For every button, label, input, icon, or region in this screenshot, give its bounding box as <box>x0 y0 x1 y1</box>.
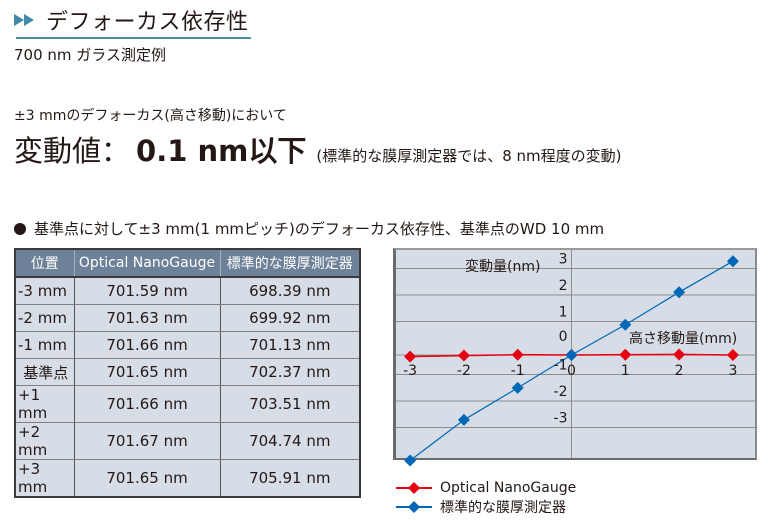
diamond-marker-icon <box>673 348 686 361</box>
x-tick-label: 0 <box>567 363 576 379</box>
table-row: +1 mm 701.66 nm 703.51 nm <box>15 385 361 423</box>
section-heading: 基準点に対して±3 mm(1 mmピッチ)のデフォーカス依存性、基準点のWD 1… <box>14 218 604 239</box>
cell-position: -2 mm <box>15 304 75 332</box>
cell-standard: 702.37 nm <box>220 358 361 386</box>
y-tick-label: 0 <box>559 329 568 345</box>
cell-standard: 704.74 nm <box>220 422 361 460</box>
legend-label: 標準的な膜厚測定器 <box>440 499 566 516</box>
y-tick-label: -3 <box>554 411 568 427</box>
chart-legend: Optical NanoGauge 標準的な膜厚測定器 <box>396 478 576 516</box>
cell-position: -3 mm <box>15 277 75 305</box>
cell-position: +2 mm <box>15 422 75 460</box>
diamond-marker-icon <box>565 349 578 361</box>
cell-standard: 705.91 nm <box>220 459 361 498</box>
cell-nanogauge: 701.67 nm <box>74 422 221 460</box>
diamond-marker-icon <box>511 348 524 361</box>
table-row: +2 mm 701.67 nm 704.74 nm <box>15 422 361 460</box>
filled-circle-icon <box>14 222 26 235</box>
section-heading-text: 基準点に対して±3 mm(1 mmピッチ)のデフォーカス依存性、基準点のWD 1… <box>34 220 605 238</box>
legend-item-nanogauge: Optical NanoGauge <box>396 478 576 497</box>
cell-nanogauge: 701.65 nm <box>74 459 221 498</box>
column-header-standard: 標準的な膜厚測定器 <box>220 249 361 278</box>
diamond-marker-icon <box>726 255 739 268</box>
y-tick-label: -1 <box>554 358 568 374</box>
table-row: 基準点 701.65 nm 702.37 nm <box>15 358 361 386</box>
y-tick-label: 2 <box>559 278 568 294</box>
legend-item-standard: 標準的な膜厚測定器 <box>396 497 576 516</box>
summary-description: ±3 mmのデフォーカス(高さ移動)において <box>14 108 287 124</box>
chart-series <box>404 255 739 467</box>
y-tick-label: 3 <box>559 252 568 268</box>
red-diamond-line-icon <box>396 481 432 494</box>
x-tick-label: 3 <box>728 363 737 379</box>
double-chevron-right-icon <box>14 14 34 26</box>
diamond-marker-icon <box>511 381 524 394</box>
x-tick-label: -1 <box>511 363 525 379</box>
cell-nanogauge: 701.59 nm <box>74 277 221 305</box>
table-row: -2 mm 701.63 nm 699.92 nm <box>15 304 361 332</box>
diamond-marker-icon <box>404 454 417 467</box>
cell-standard: 698.39 nm <box>220 277 361 305</box>
diamond-marker-icon <box>619 318 632 331</box>
diamond-marker-icon <box>726 349 739 361</box>
table-header-row: 位置 Optical NanoGauge 標準的な膜厚測定器 <box>15 249 361 278</box>
cell-nanogauge: 701.66 nm <box>74 385 221 423</box>
cell-position: +3 mm <box>15 459 75 498</box>
diamond-marker-icon <box>619 348 632 361</box>
cell-nanogauge: 701.66 nm <box>74 331 221 359</box>
cell-standard: 703.51 nm <box>220 385 361 423</box>
page-title: デフォーカス依存性 <box>46 10 249 35</box>
table-row: -3 mm 701.59 nm 698.39 nm <box>15 277 361 305</box>
page-title-row: デフォーカス依存性 <box>12 4 249 36</box>
cell-standard: 699.92 nm <box>220 304 361 332</box>
diamond-marker-icon <box>457 349 470 362</box>
legend-label: Optical NanoGauge <box>440 479 577 496</box>
y-tick-label: 1 <box>559 305 568 321</box>
table-row: -1 mm 701.66 nm 701.13 nm <box>15 331 361 359</box>
cell-nanogauge: 701.63 nm <box>74 304 221 332</box>
summary-result: 変動値： 0.1 nm以下 (標準的な膜厚測定器では、8 nm程度の変動) <box>14 128 622 170</box>
column-header-position: 位置 <box>15 249 75 278</box>
x-tick-label: -2 <box>457 363 471 379</box>
y-tick-label: -2 <box>554 384 568 400</box>
cell-standard: 701.13 nm <box>220 331 361 359</box>
blue-diamond-line-icon <box>396 500 432 513</box>
diamond-marker-icon <box>404 350 417 363</box>
y-axis-label: 変動量(nm) <box>465 258 540 275</box>
column-header-nanogauge: Optical NanoGauge <box>74 249 221 278</box>
title-underline <box>16 37 251 39</box>
defocus-table: 位置 Optical NanoGauge 標準的な膜厚測定器 -3 mm 701… <box>14 248 361 498</box>
x-tick-label: -3 <box>403 363 417 379</box>
diamond-marker-icon <box>673 286 686 299</box>
x-axis-label: 高さ移動量(mm) <box>629 330 737 347</box>
page-subtitle: 700 nm ガラス測定例 <box>14 46 166 64</box>
summary-label: 変動値： <box>14 134 131 168</box>
cell-position: -1 mm <box>15 331 75 359</box>
x-tick-label: 1 <box>621 363 630 379</box>
cell-nanogauge: 701.65 nm <box>74 358 221 386</box>
cell-position: 基準点 <box>15 358 75 386</box>
cell-position: +1 mm <box>15 385 75 423</box>
summary-value: 0.1 nm以下 <box>136 134 307 168</box>
table-row: +3 mm 701.65 nm 705.91 nm <box>15 459 361 498</box>
diamond-marker-icon <box>457 413 470 426</box>
summary-note: (標準的な膜厚測定器では、8 nm程度の変動) <box>316 147 622 165</box>
x-tick-label: 2 <box>675 363 684 379</box>
